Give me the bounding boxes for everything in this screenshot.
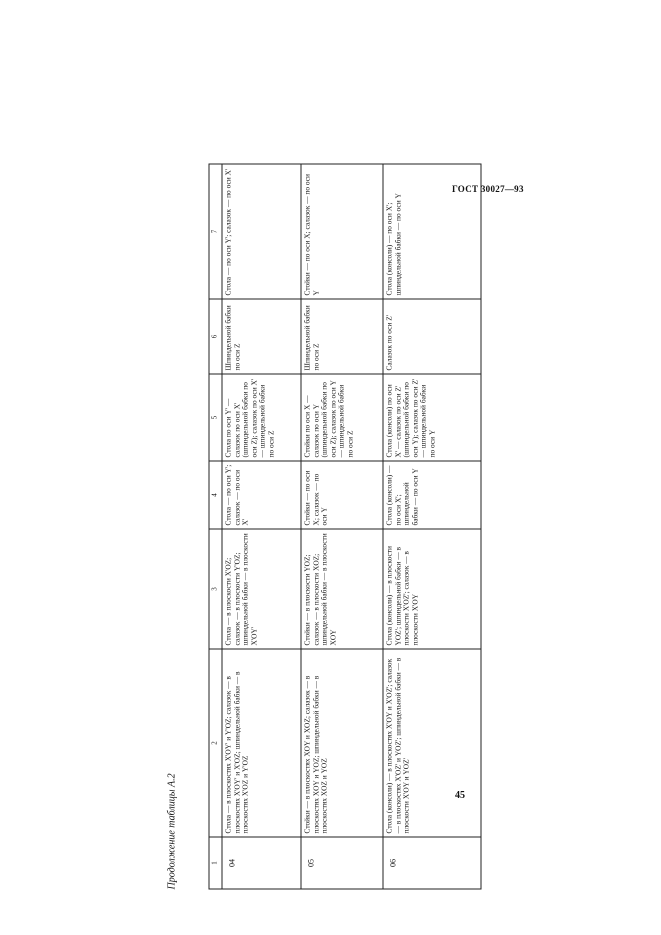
table-cell: Стола (консоли) — по оси X'; шпиндельной… — [383, 164, 481, 299]
table-row: 06 Стола (консоли) — в плоскостях X'OY и… — [383, 164, 481, 889]
table-cell: 06 — [383, 837, 481, 889]
column-header: 6 — [209, 299, 222, 374]
table-cell: Шпиндельной бабки по оси Z — [301, 299, 383, 374]
column-header: 1 — [209, 837, 222, 889]
data-table: 1 2 3 4 5 6 7 04 Стола — в плоскостях X'… — [208, 163, 482, 890]
table-cell: Салазок по оси Z' — [383, 299, 481, 374]
column-header: 5 — [209, 374, 222, 461]
column-header: 4 — [209, 461, 222, 529]
column-header: 3 — [209, 529, 222, 649]
table-cell: Стола — по оси Y'; салазок — по оси X' — [222, 164, 301, 299]
table-cell: Стола (консоли) — по оси X'; шпиндельной… — [383, 461, 481, 529]
table-cell: 04 — [222, 837, 301, 889]
header-row: 1 2 3 4 5 6 7 — [209, 164, 222, 889]
table-cell: Стола (консоли) — в плоскости YOZ'; шпин… — [383, 529, 481, 649]
table-cell: Стойки — по оси X; салазок — по оси Y — [301, 461, 383, 529]
table-cell: Стола — в плоскостях X'OY' и Y'OZ; салаз… — [222, 649, 301, 837]
table-row: 04 Стола — в плоскостях X'OY' и Y'OZ; са… — [222, 164, 301, 889]
table-cell: Стола — по оси Y'; салазок — по оси X' — [222, 461, 301, 529]
table-caption: Продолжение таблицы А.2 — [166, 773, 178, 890]
table-cell: Стойки по оси X — салазок по оси Y (шпин… — [301, 374, 383, 461]
table-cell: Стола (консоли) — в плоскостях X'OY и X'… — [383, 649, 481, 837]
table-cell: Шпиндельной бабки по оси Z — [222, 299, 301, 374]
table-row: 05 Стойки — в плоскостях XOY и XOZ; сала… — [301, 164, 383, 889]
page-number: 45 — [455, 790, 465, 801]
table-cell: Стола (консоли) по оси X' — салазок по о… — [383, 374, 481, 461]
rotated-table-block: Продолжение таблицы А.2 1 2 3 4 5 6 7 04… — [151, 163, 482, 890]
document-code: ГОСТ 30027—93 — [452, 184, 524, 194]
column-header: 2 — [209, 649, 222, 837]
table-cell: Стойки — в плоскости YOZ; салазок — в пл… — [301, 529, 383, 649]
table-cell: Стола — в плоскости X'OZ; салазок — в пл… — [222, 529, 301, 649]
table-cell: 05 — [301, 837, 383, 889]
table-cell: Стойки — по оси X; салазок — по оси Y — [301, 164, 383, 299]
column-header: 7 — [209, 164, 222, 299]
table-cell: Стола по оси Y' — салазок по оси X' (шпи… — [222, 374, 301, 461]
table-cell: Стойки — в плоскостях XOY и XOZ; салазок… — [301, 649, 383, 837]
